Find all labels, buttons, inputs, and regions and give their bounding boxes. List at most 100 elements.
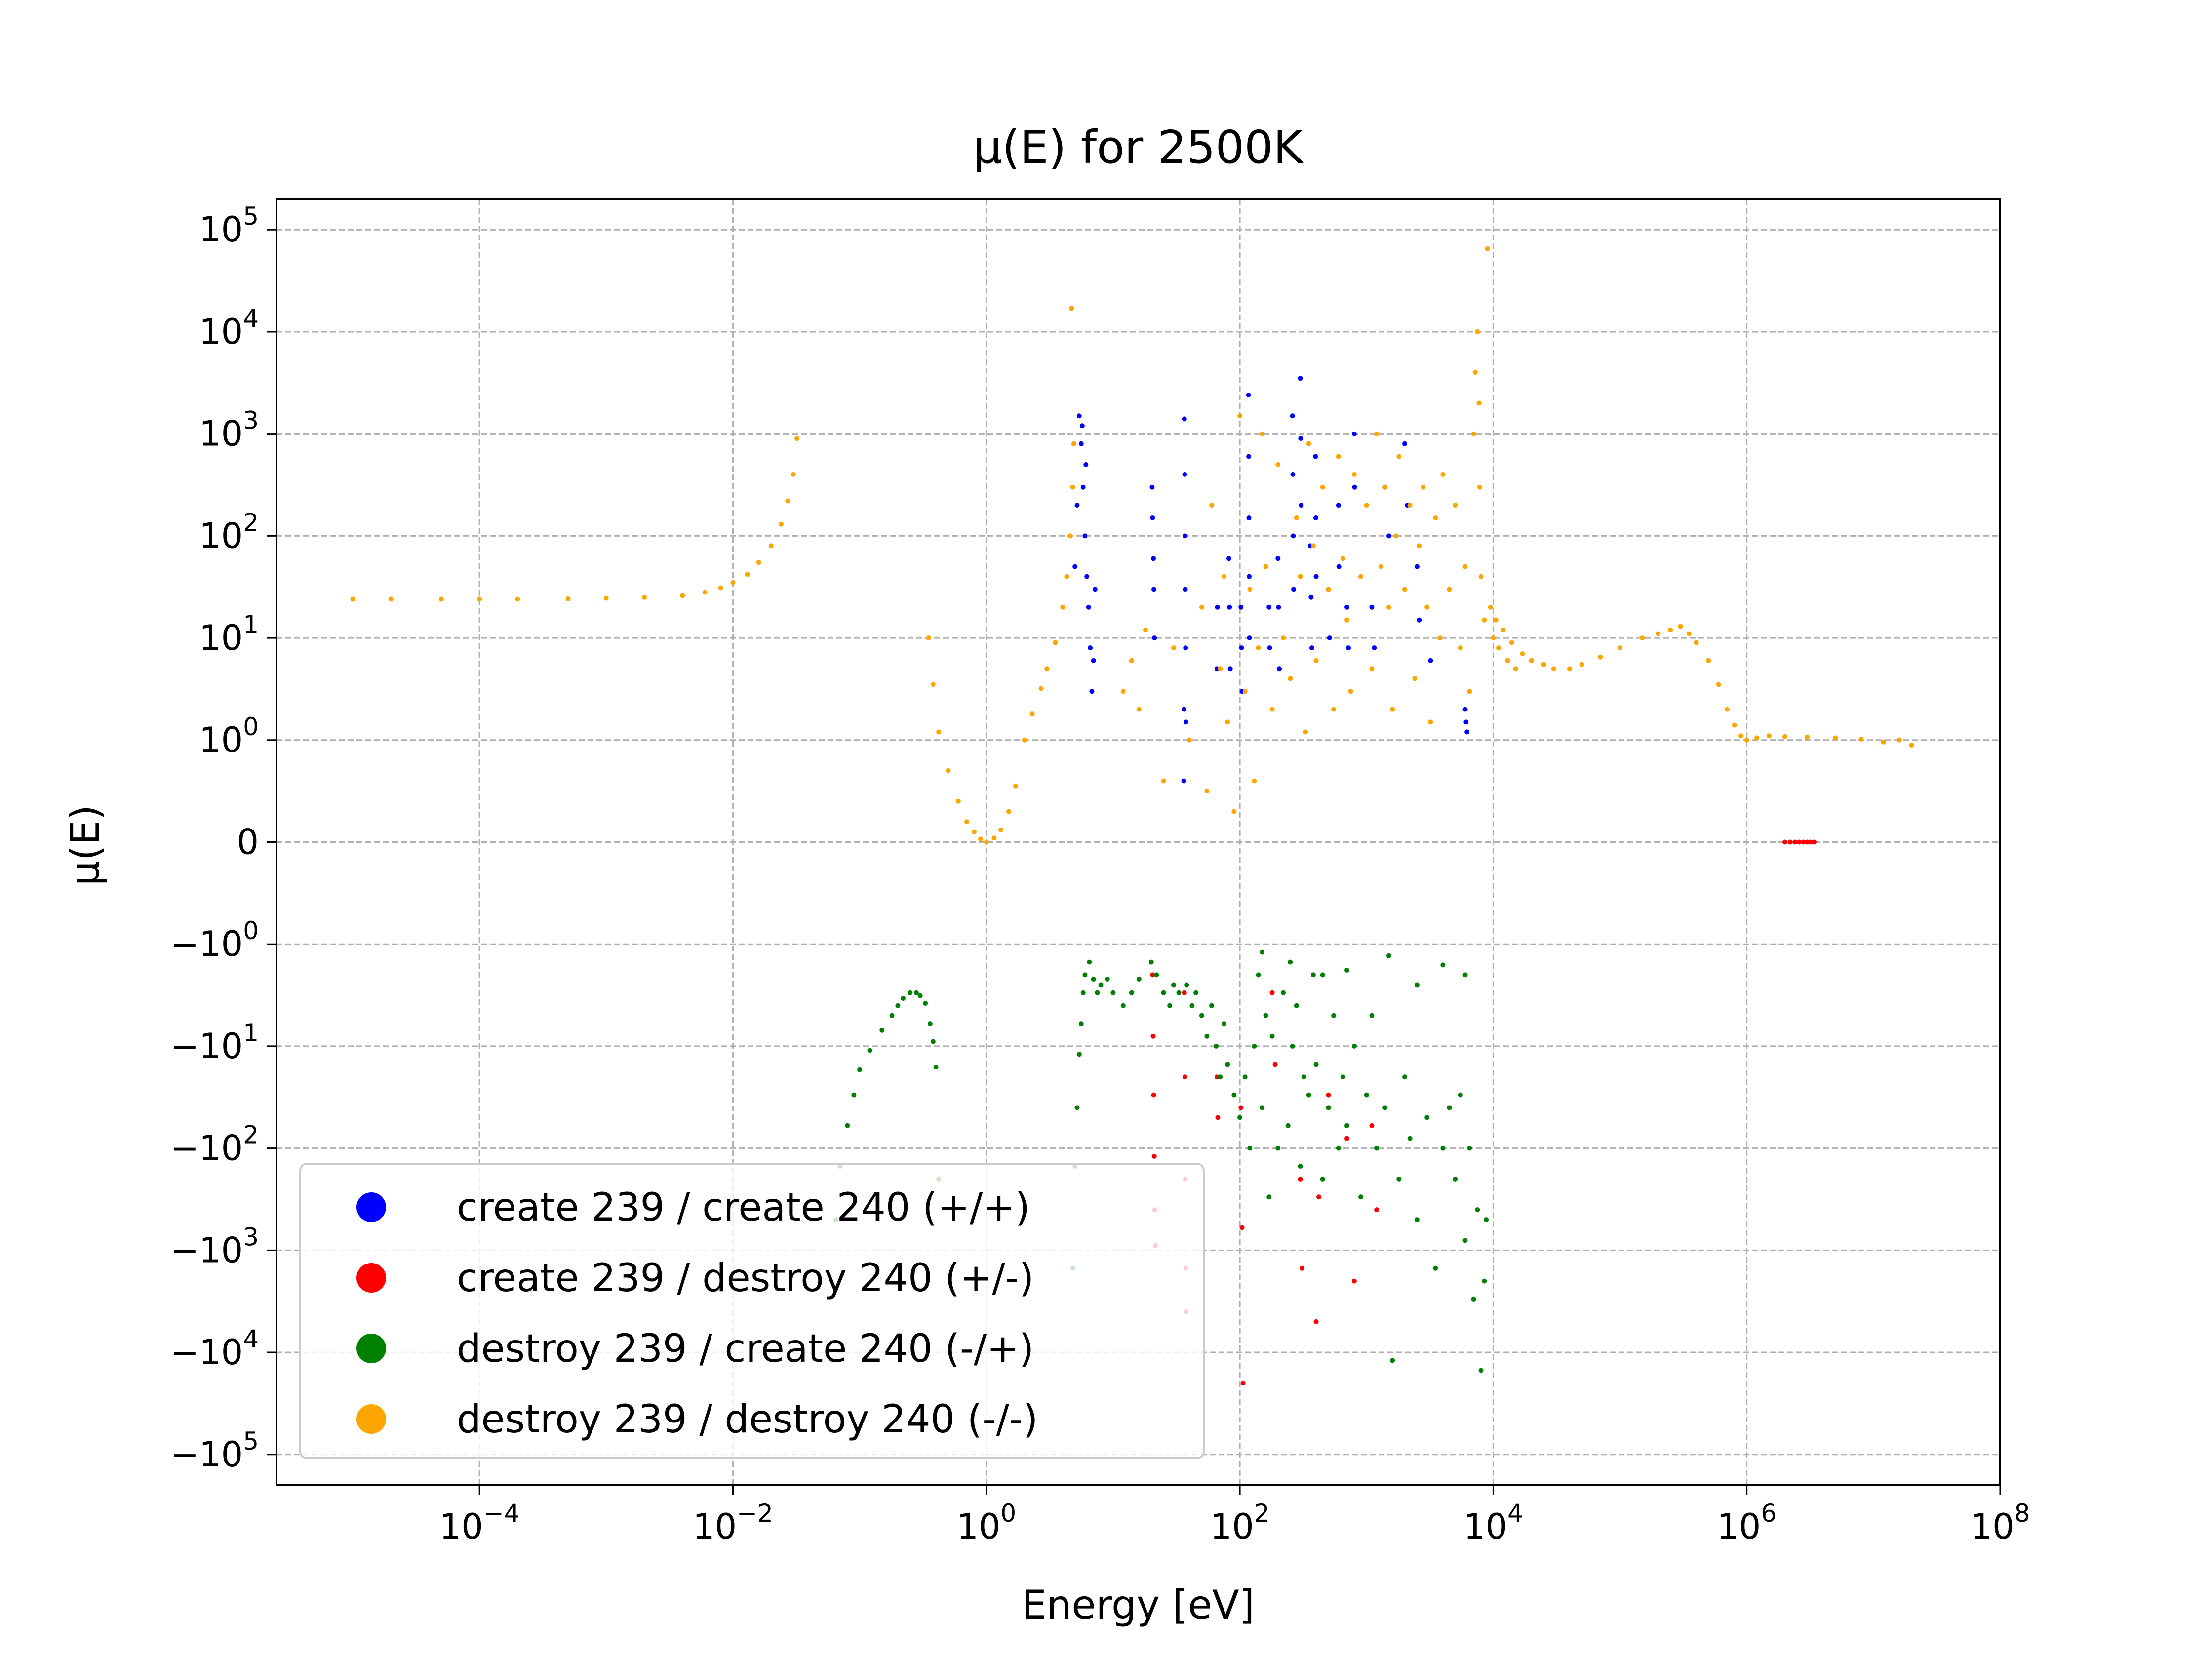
series-2-point-104 bbox=[1344, 968, 1349, 973]
series-3-point-107 bbox=[1471, 431, 1476, 436]
series-3-point-29 bbox=[998, 827, 1003, 832]
series-0-point-24 bbox=[1182, 707, 1187, 712]
series-3-point-151 bbox=[1909, 743, 1914, 748]
series-2-point-82 bbox=[1382, 1105, 1388, 1110]
series-3-point-70 bbox=[1303, 729, 1308, 735]
series-0-point-40 bbox=[1266, 604, 1272, 610]
series-1-point-32 bbox=[1805, 839, 1810, 845]
series-0-point-59 bbox=[1327, 635, 1332, 641]
series-3-point-26 bbox=[978, 836, 983, 842]
series-3-point-105 bbox=[1462, 564, 1468, 569]
series-2-point-54 bbox=[1247, 1146, 1253, 1151]
series-2-point-100 bbox=[1484, 1217, 1489, 1223]
series-0-point-70 bbox=[1402, 441, 1407, 446]
series-2-point-91 bbox=[1447, 1105, 1452, 1110]
series-2-point-75 bbox=[1340, 1074, 1345, 1080]
series-3-point-86 bbox=[1379, 564, 1383, 569]
series-3-point-149 bbox=[1881, 739, 1886, 745]
series-2-point-97 bbox=[1475, 1207, 1480, 1213]
series-3-point-65 bbox=[1275, 462, 1281, 467]
series-0-point-32 bbox=[1238, 604, 1244, 610]
series-3-point-45 bbox=[1136, 707, 1142, 712]
series-2-point-24 bbox=[1080, 990, 1086, 995]
series-2-point-96 bbox=[1471, 1297, 1476, 1302]
series-3-point-64 bbox=[1269, 707, 1275, 712]
series-2-point-30 bbox=[1105, 977, 1110, 982]
series-2-point-13 bbox=[917, 993, 923, 998]
series-0-point-38 bbox=[1247, 574, 1252, 579]
series-2-point-86 bbox=[1407, 1136, 1413, 1141]
series-3-point-110 bbox=[1476, 400, 1482, 406]
series-2-point-88 bbox=[1424, 1115, 1430, 1120]
series-3-point-134 bbox=[1678, 624, 1683, 629]
series-3-point-59 bbox=[1247, 587, 1253, 592]
series-3-point-92 bbox=[1402, 587, 1407, 592]
series-0-point-6 bbox=[1088, 645, 1093, 651]
x-tick-exponent-2: 0 bbox=[1000, 1499, 1016, 1528]
series-2-point-23 bbox=[1078, 1021, 1084, 1027]
series-3-point-53 bbox=[1218, 666, 1223, 672]
series-3-point-27 bbox=[984, 839, 989, 845]
series-2-point-105 bbox=[1386, 953, 1391, 958]
series-3-point-25 bbox=[971, 829, 977, 834]
series-2-point-45 bbox=[1204, 1033, 1210, 1039]
series-0-point-3 bbox=[1082, 533, 1088, 539]
series-3-point-143 bbox=[1754, 735, 1759, 741]
y-tick-exponent-7: 0 bbox=[243, 916, 259, 945]
series-1-point-17 bbox=[1272, 1062, 1278, 1067]
series-2-point-103 bbox=[1320, 972, 1325, 978]
series-3-point-115 bbox=[1488, 604, 1493, 610]
series-3-point-98 bbox=[1428, 719, 1433, 725]
series-2-point-55 bbox=[1252, 1043, 1257, 1049]
y-tick-exponent-2: 3 bbox=[243, 406, 259, 435]
series-1-point-19 bbox=[1300, 1265, 1305, 1271]
series-0-point-76 bbox=[1463, 719, 1469, 725]
series-3-point-78 bbox=[1340, 556, 1345, 561]
series-3-point-102 bbox=[1447, 587, 1452, 592]
series-2-point-83 bbox=[1390, 1358, 1395, 1363]
y-tick-exponent-12: 5 bbox=[243, 1427, 259, 1456]
series-3-point-118 bbox=[1496, 645, 1501, 651]
series-0-point-30 bbox=[1227, 604, 1232, 610]
series-2-point-26 bbox=[1087, 959, 1092, 965]
x-tick-exponent-3: 2 bbox=[1254, 1499, 1270, 1528]
y-tick-label-5: 100 bbox=[199, 712, 259, 760]
series-0-point-26 bbox=[1181, 778, 1186, 784]
y-tick-exponent-1: 4 bbox=[243, 304, 259, 333]
series-2-point-29 bbox=[1098, 982, 1104, 988]
series-1-point-12 bbox=[1215, 1115, 1221, 1120]
series-0-point-62 bbox=[1344, 604, 1349, 610]
series-3-point-113 bbox=[1482, 617, 1487, 623]
legend-marker-3 bbox=[356, 1404, 386, 1434]
series-3-point-28 bbox=[991, 835, 997, 841]
series-3-point-80 bbox=[1348, 689, 1353, 694]
series-3-point-91 bbox=[1396, 454, 1402, 459]
series-3-point-39 bbox=[1067, 533, 1073, 539]
series-2-point-67 bbox=[1301, 1074, 1306, 1080]
y-tick-exponent-5: 0 bbox=[243, 712, 259, 741]
series-0-point-63 bbox=[1346, 645, 1351, 651]
series-3-point-120 bbox=[1505, 658, 1510, 663]
series-0-point-66 bbox=[1369, 604, 1375, 610]
series-2-point-39 bbox=[1171, 982, 1176, 988]
series-1-point-23 bbox=[1344, 1136, 1349, 1141]
series-1-point-34 bbox=[1812, 839, 1817, 845]
series-3-point-50 bbox=[1199, 604, 1204, 610]
series-0-point-60 bbox=[1336, 503, 1341, 508]
series-2-point-87 bbox=[1414, 1217, 1420, 1223]
series-3-point-60 bbox=[1252, 778, 1257, 784]
series-2-point-95 bbox=[1467, 1146, 1472, 1151]
series-2-point-107 bbox=[1440, 962, 1446, 968]
series-2-point-80 bbox=[1369, 1013, 1375, 1018]
series-3-point-12 bbox=[745, 572, 750, 577]
series-3-point-66 bbox=[1281, 635, 1286, 641]
series-2-point-101 bbox=[1260, 949, 1265, 955]
series-1-point-6 bbox=[1182, 990, 1187, 995]
series-1-point-18 bbox=[1298, 1176, 1303, 1182]
series-3-point-133 bbox=[1668, 627, 1673, 632]
series-0-point-48 bbox=[1291, 587, 1297, 592]
series-3-point-85 bbox=[1374, 431, 1380, 436]
series-0-point-47 bbox=[1291, 533, 1296, 539]
series-2-point-43 bbox=[1193, 990, 1199, 995]
series-3-point-62 bbox=[1260, 431, 1265, 436]
